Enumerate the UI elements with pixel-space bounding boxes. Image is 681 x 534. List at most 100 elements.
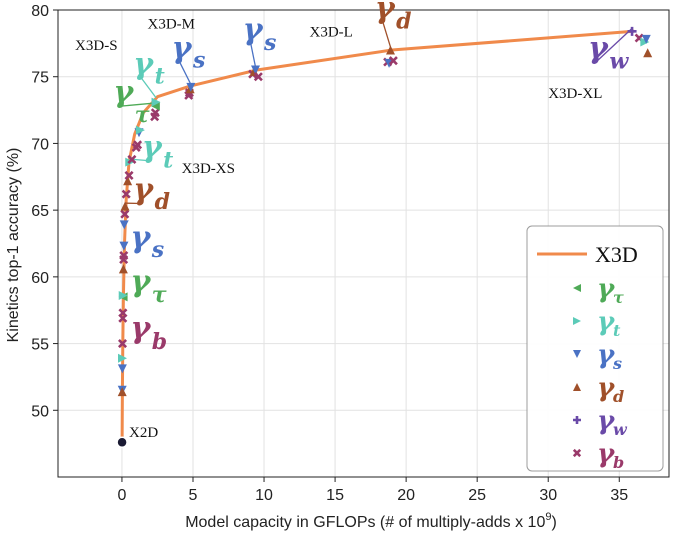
- legend-marker-t: [573, 317, 581, 325]
- plot-frame: [57, 9, 670, 478]
- legend-sub-d: d: [613, 387, 624, 406]
- legend-sub-s: s: [612, 354, 622, 373]
- gamma-annotation-sub-s: s: [192, 47, 205, 73]
- data-point-b: [133, 140, 143, 150]
- data-point-d: [117, 387, 127, 397]
- curve-layer: [120, 29, 635, 444]
- legend-marker-b: [572, 448, 582, 458]
- data-point-t: [640, 37, 650, 47]
- data-point-d: [643, 48, 653, 58]
- axes-layer: 0 5 10 15 20 25 30 35 50 55 60 65 70 75 80: [31, 3, 670, 504]
- annotation-arrow: [140, 77, 157, 99]
- marker-layer: [116, 26, 653, 449]
- x-tick-label: 30: [539, 487, 557, 504]
- legend-box: [526, 225, 664, 472]
- data-point-b: [118, 308, 128, 318]
- model-label: X2D: [129, 425, 158, 441]
- data-point-t: [135, 125, 145, 135]
- y-tick-label: 50: [31, 403, 49, 420]
- x-tick-label: 0: [117, 487, 126, 504]
- legend-label-t: γ: [597, 307, 616, 337]
- legend-label-b: γ: [597, 439, 616, 469]
- data-point-t: [118, 353, 128, 363]
- x-tick-label: 25: [468, 487, 486, 504]
- gamma-annotation-d: γ: [133, 172, 154, 207]
- annotation-arrow: [179, 61, 192, 85]
- data-point-w: [627, 26, 637, 36]
- legend-sub-t: t: [613, 321, 621, 340]
- y-tick-label: 55: [31, 337, 49, 354]
- legend-marker-d: [573, 383, 581, 391]
- gamma-annotation-sub-t: t: [163, 147, 173, 173]
- data-point-tau: [150, 101, 160, 111]
- legend-sub-b: b: [613, 453, 624, 472]
- gamma-annotation-sub-b: b: [152, 329, 167, 355]
- gamma-annotation-tau: γ: [130, 265, 151, 300]
- data-point-d: [118, 264, 128, 274]
- gamma-annotation-sub-s: s: [263, 30, 276, 56]
- data-point-s: [117, 364, 127, 374]
- data-point-b: [121, 189, 131, 199]
- legend-label-w: γ: [597, 406, 616, 436]
- legend-marker-w: [573, 416, 581, 424]
- model-label: X3D-S: [75, 38, 118, 54]
- y-tick-label: 70: [31, 136, 49, 153]
- legend-x3d-label: X3D: [595, 242, 638, 267]
- gamma-annotation-t: γ: [133, 47, 154, 82]
- data-point-s: [119, 220, 129, 230]
- gamma-annotation-sub-d: d: [155, 189, 170, 215]
- data-point-s: [641, 34, 651, 44]
- x-axis-title: Model capacity in GFLOPs (# of multiply-…: [185, 511, 557, 531]
- data-point-b: [388, 56, 398, 66]
- x3d-curve-line: [120, 29, 635, 444]
- x-tick-label: 20: [397, 487, 415, 504]
- model-label: X3D-L: [310, 25, 353, 41]
- x-tick-label: 35: [610, 487, 628, 504]
- gamma-annotation-b: γ: [130, 311, 151, 346]
- gamma-annotation-sub-w: w: [609, 49, 629, 75]
- model-label: X3D-XL: [548, 86, 602, 102]
- annotation-arrow: [382, 21, 392, 48]
- x-tick-label: 10: [255, 487, 273, 504]
- data-point-d: [123, 176, 133, 186]
- legend-label-d: γ: [597, 373, 616, 403]
- gamma-annotation-sub-t: t: [155, 63, 165, 89]
- y-tick-label: 75: [31, 70, 49, 87]
- gamma-annotation-sub-tau: τ: [152, 282, 167, 308]
- data-point-d: [120, 201, 130, 211]
- data-point-b: [127, 154, 137, 164]
- data-point-s: [186, 82, 196, 92]
- data-point-b: [117, 339, 128, 349]
- data-point-b: [124, 170, 134, 180]
- legend-sub-tau: τ: [613, 288, 624, 307]
- legend-label-s: γ: [597, 340, 616, 370]
- legend-label-tau: γ: [597, 274, 616, 304]
- y-tick-label: 65: [31, 203, 49, 220]
- gamma-annotation-s: γ: [172, 31, 193, 66]
- y-tick-label: 80: [31, 3, 49, 20]
- y-axis-title: Kinetics top-1 accuracy (%): [5, 148, 22, 343]
- annotation-arrow: [595, 27, 633, 63]
- gamma-annotation-sub-s: s: [151, 237, 164, 263]
- gamma-annotation-d: γ: [375, 0, 396, 26]
- gamma-annotation-sub-tau: τ: [135, 102, 150, 128]
- model-label: X3D-M: [148, 17, 196, 33]
- data-point-b: [120, 209, 130, 219]
- data-point-s: [251, 65, 261, 75]
- legend-marker-s: [573, 350, 581, 358]
- data-point-b: [150, 108, 160, 118]
- x-tick-label: 15: [326, 487, 344, 504]
- gamma-annotation-w: γ: [588, 31, 609, 66]
- data-point-t: [151, 97, 161, 107]
- gamma-annotation-tau: γ: [113, 75, 134, 110]
- gamma-annotation-s: γ: [130, 221, 151, 256]
- x-tick-label: 5: [189, 487, 198, 504]
- grid-layer: [58, 9, 669, 477]
- legend-sub-w: w: [613, 420, 628, 439]
- data-point-b: [119, 250, 129, 261]
- gamma-annotation-s: γ: [243, 12, 264, 47]
